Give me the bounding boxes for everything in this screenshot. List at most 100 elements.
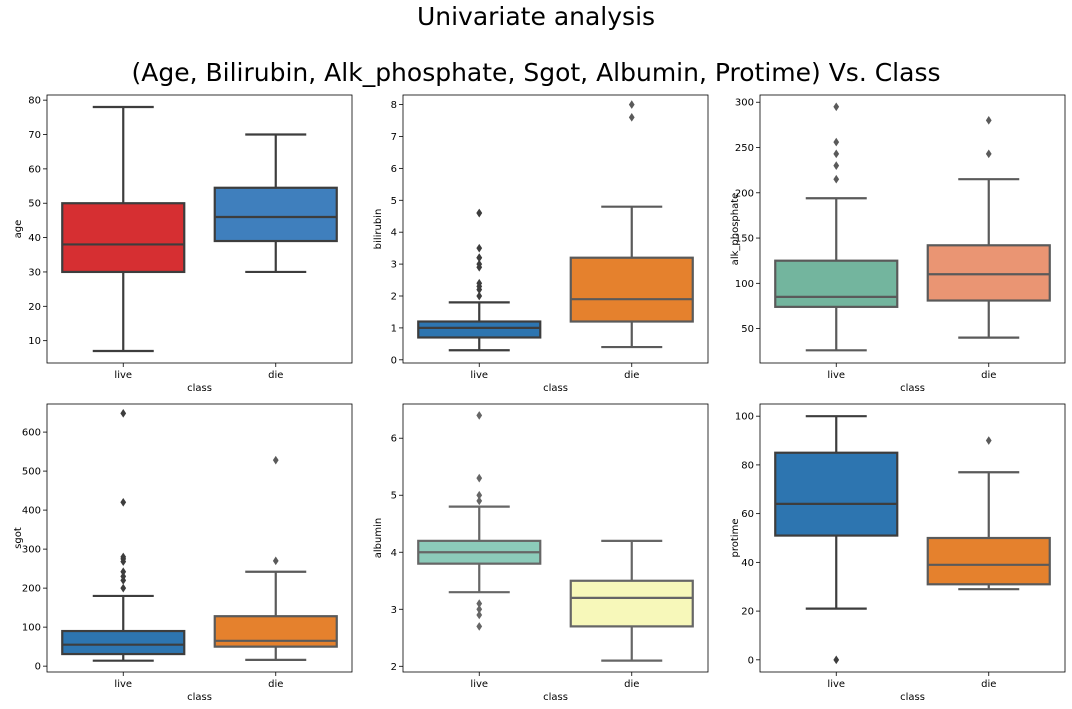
y-tick-label: 20	[28, 302, 41, 313]
y-axis-label: alk_phosphate	[730, 193, 741, 266]
x-tick-label: die	[268, 679, 283, 690]
iqr-box	[569, 579, 694, 628]
y-tick-label: 4	[391, 228, 397, 239]
y-tick-label: 7	[391, 132, 397, 143]
box-die	[926, 436, 1051, 591]
iqr-box	[774, 451, 899, 537]
outlier-point	[476, 490, 483, 500]
y-tick-label: 500	[22, 467, 41, 478]
outlier-point	[985, 116, 992, 125]
boxplot-panel-bilirubin: 0 1 2 3 4 5 6 7 8 live die class bilirubin	[373, 94, 709, 394]
outlier-point	[476, 243, 483, 253]
outlier-point	[628, 100, 635, 109]
iqr-box	[417, 320, 542, 339]
x-tick-label: die	[981, 370, 996, 381]
boxplot-panel-albumin: 2 3 4 5 6 live die class albumin	[373, 403, 709, 703]
y-tick-label: 0	[748, 655, 754, 666]
y-tick-label: 100	[735, 279, 754, 290]
outlier-point	[476, 604, 483, 614]
outlier-point	[985, 436, 992, 445]
outlier-point	[833, 161, 840, 170]
y-tick-label: 150	[735, 234, 754, 245]
x-tick-label: die	[624, 679, 639, 690]
outlier-point	[120, 567, 127, 577]
y-tick-label: 300	[735, 98, 754, 109]
box-die	[569, 100, 694, 349]
axes-frame	[46, 403, 353, 673]
y-tick-label: 250	[735, 143, 754, 154]
outlier-point	[833, 149, 840, 159]
boxplot-panel-age: 10 20 30 40 50 60 70 80 live die class age	[13, 94, 353, 394]
y-tick-label: 30	[28, 267, 41, 278]
box-live	[774, 415, 899, 665]
x-axis-label: class	[900, 383, 925, 394]
outlier-point	[476, 208, 483, 218]
iqr-box	[774, 259, 899, 308]
y-axis-label: bilirubin	[373, 209, 384, 250]
y-tick-label: 200	[735, 188, 754, 199]
y-tick-label: 20	[741, 607, 754, 618]
box-live	[417, 411, 542, 631]
boxplot-panel-sgot: 0 100 200 300 400 500 600 live die class sgot	[13, 403, 353, 703]
y-tick-label: 40	[28, 233, 41, 244]
y-tick-label: 1	[391, 323, 397, 334]
y-tick-label: 2	[391, 662, 397, 673]
y-tick-label: 5	[391, 491, 397, 502]
figure-title: Univariate analysis	[416, 2, 656, 31]
y-tick-label: 6	[391, 434, 397, 445]
y-tick-label: 6	[391, 164, 397, 175]
outlier-point	[476, 278, 483, 288]
outlier-point	[476, 599, 483, 608]
boxplot-panel-alk_phosphate: 50 100 150 200 250 300 live die class alk_phospha…	[730, 94, 1066, 394]
axes-frame	[402, 94, 709, 364]
x-tick-label: die	[268, 370, 283, 381]
y-tick-label: 60	[28, 164, 41, 175]
outlier-point	[476, 253, 483, 263]
y-tick-label: 60	[741, 509, 754, 520]
iqr-box	[569, 256, 694, 323]
outlier-point	[476, 610, 483, 620]
outlier-point	[272, 455, 279, 465]
y-tick-label: 50	[741, 324, 754, 335]
outlier-point	[476, 411, 483, 420]
outlier-point	[833, 174, 840, 184]
y-tick-label: 4	[391, 548, 397, 559]
iqr-box	[213, 186, 338, 243]
y-tick-label: 100	[735, 412, 754, 423]
x-tick-label: die	[624, 370, 639, 381]
y-tick-label: 80	[741, 460, 754, 471]
outlier-point	[120, 409, 127, 418]
y-tick-label: 300	[22, 545, 41, 556]
box-live	[61, 105, 186, 353]
outlier-point	[476, 291, 483, 301]
y-tick-label: 8	[391, 100, 397, 111]
axes-frame	[46, 94, 353, 364]
outlier-point	[476, 259, 483, 269]
outlier-point	[628, 113, 635, 122]
outlier-point	[833, 655, 840, 665]
y-tick-label: 50	[28, 199, 41, 210]
y-axis-label: sgot	[13, 527, 24, 549]
y-tick-label: 40	[741, 558, 754, 569]
x-tick-label: live	[827, 679, 845, 690]
axes-frame	[759, 94, 1066, 364]
y-tick-label: 70	[28, 130, 41, 141]
box-live	[774, 102, 899, 352]
iqr-box	[926, 244, 1051, 302]
x-axis-label: class	[900, 692, 925, 703]
box-live	[61, 409, 186, 662]
outlier-point	[833, 137, 840, 147]
y-tick-label: 600	[22, 428, 41, 439]
x-tick-label: die	[981, 679, 996, 690]
x-axis-label: class	[187, 383, 212, 394]
outlier-point	[272, 556, 279, 566]
iqr-box	[61, 202, 186, 274]
x-tick-label: live	[114, 679, 132, 690]
axes-frame	[759, 403, 1066, 673]
boxplot-panel-protime: 0 20 40 60 80 100 live die class protime	[730, 403, 1066, 703]
y-tick-label: 3	[391, 605, 397, 616]
y-tick-label: 100	[22, 623, 41, 634]
y-tick-label: 2	[391, 292, 397, 303]
x-axis-label: class	[543, 383, 568, 394]
